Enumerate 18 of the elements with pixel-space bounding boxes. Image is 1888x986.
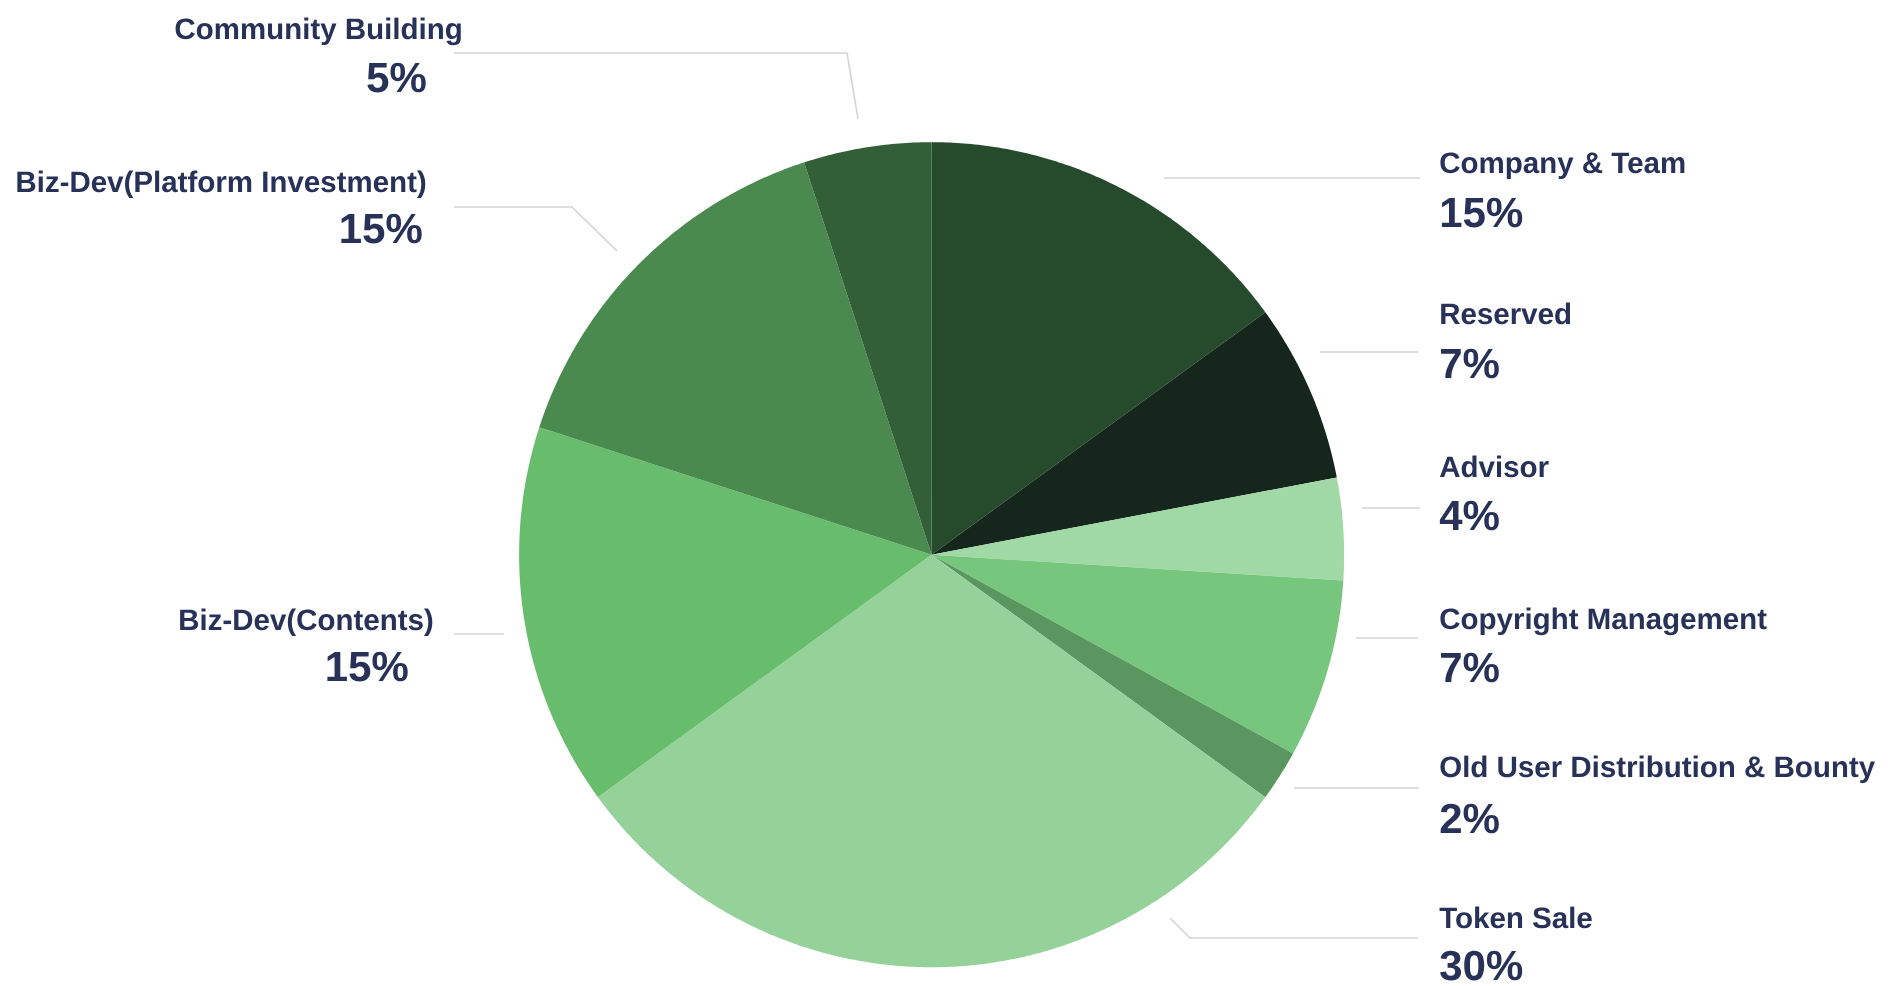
data-label: 15% [327,651,408,682]
slice-label: Biz-Dev(Platform Investment) [17,170,426,199]
slice-label: Copyright Management [1440,607,1767,636]
slice-label: Reserved [1441,302,1571,325]
slice-label: Advisor [1439,455,1549,478]
data-label: 2% [1440,803,1499,834]
slice-label: Biz-Dev(Contents) [180,608,433,637]
slice-label: Company & Team [1440,152,1685,180]
data-label: 7% [1441,348,1499,379]
data-label: 5% [367,62,426,93]
data-label: 30% [1440,950,1523,981]
data-label: 7% [1441,652,1499,683]
slice-label: Old User Distribution & Bounty [1440,755,1876,784]
slice-label: Token Sale [1439,906,1592,929]
slice-label: Community Building [175,17,461,46]
data-label: 4% [1439,500,1499,531]
data-label: 15% [341,213,422,244]
data-label: 15% [1441,197,1523,228]
